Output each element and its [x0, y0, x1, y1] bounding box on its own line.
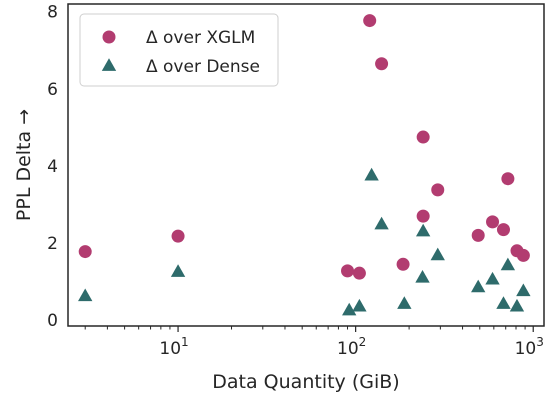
legend: Δ over XGLM Δ over Dense: [79, 13, 279, 87]
data-point: [415, 269, 430, 283]
y-tick-label: 8: [47, 3, 58, 23]
data-point: [171, 229, 185, 243]
data-point: [415, 223, 431, 237]
data-point: [78, 288, 93, 302]
legend-box: [79, 13, 279, 87]
data-point: [431, 183, 445, 197]
data-point: [375, 57, 389, 71]
data-point: [471, 228, 485, 242]
data-point: [430, 247, 445, 261]
legend-marker: [102, 30, 116, 44]
data-point: [516, 248, 530, 262]
data-point: [496, 223, 510, 237]
x-axis: 101 102 103: [84, 326, 544, 359]
legend-label: Δ over Dense: [146, 57, 260, 77]
y-tick-label: 4: [47, 157, 58, 177]
data-point: [352, 298, 367, 312]
data-point: [496, 296, 511, 309]
data-point: [471, 279, 486, 293]
data-point: [363, 14, 377, 28]
data-point: [78, 245, 92, 259]
x-axis-label: Data Quantity (GiB): [212, 371, 399, 393]
y-axis: 0 2 4 6 8: [47, 3, 58, 332]
data-point: [486, 215, 500, 229]
data-point: [170, 264, 186, 277]
data-point: [364, 167, 379, 181]
x-tick-label: 102: [337, 335, 366, 359]
data-point: [501, 172, 515, 186]
x-tick-label: 101: [159, 335, 188, 359]
data-point: [416, 130, 430, 144]
x-tick-label: 103: [515, 335, 544, 359]
legend-item: Δ over XGLM: [102, 28, 255, 48]
legend-item: Δ over Dense: [101, 57, 260, 77]
data-point: [352, 266, 366, 280]
data-point: [341, 264, 355, 278]
plot-frame: [67, 3, 545, 327]
y-tick-label: 6: [47, 80, 58, 100]
data-point: [397, 296, 412, 309]
y-axis-label: PPL Delta →: [13, 109, 35, 221]
series-circle: [78, 14, 530, 280]
data-point: [342, 302, 357, 316]
data-point: [500, 257, 516, 271]
data-point: [516, 283, 531, 297]
legend-marker: [101, 58, 117, 71]
y-tick-label: 2: [47, 234, 58, 254]
data-point: [374, 216, 389, 230]
data-point: [509, 298, 525, 312]
data-point: [396, 257, 410, 271]
plot-area: [67, 3, 545, 327]
data-point: [416, 209, 430, 223]
legend-label: Δ over XGLM: [146, 28, 255, 48]
data-point: [485, 271, 500, 285]
y-tick-label: 0: [47, 311, 58, 331]
series-triangle: [78, 167, 531, 316]
